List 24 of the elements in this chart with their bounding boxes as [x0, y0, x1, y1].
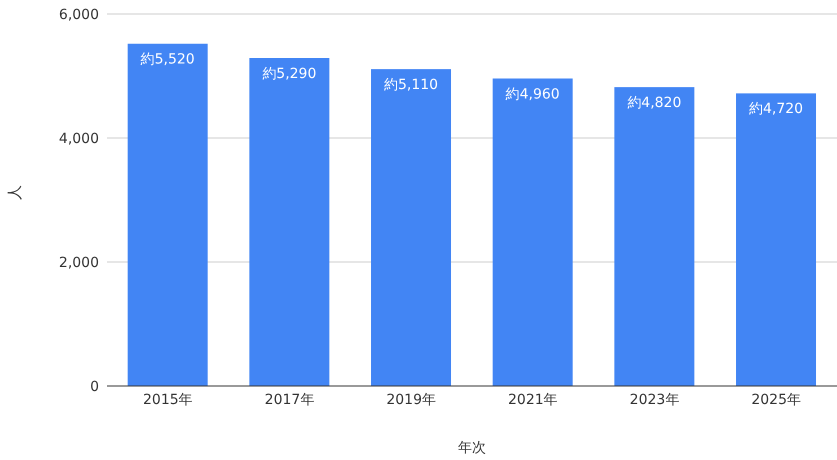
- data-label: 約5,290: [262, 66, 316, 82]
- y-tick-label: 0: [90, 378, 99, 395]
- bar: [249, 58, 330, 386]
- y-axis-title: 人: [5, 185, 24, 200]
- x-tick-label: 2021年: [508, 392, 558, 408]
- x-tick-label: 2019年: [386, 392, 436, 408]
- data-label: 約5,110: [384, 77, 438, 94]
- bar: [371, 69, 452, 386]
- bar: [614, 87, 694, 386]
- data-label: 約5,520: [140, 52, 195, 68]
- data-label: 約4,820: [627, 94, 682, 111]
- x-axis-title: 年次: [458, 440, 486, 456]
- x-tick-label: 2017年: [264, 392, 314, 408]
- y-tick-label: 4,000: [58, 130, 99, 147]
- x-tick-label: 2015年: [143, 392, 193, 408]
- y-tick-label: 6,000: [58, 6, 99, 23]
- y-tick-label: 2,000: [58, 254, 99, 271]
- bar: [736, 93, 816, 386]
- bar: [492, 78, 573, 386]
- bar: [128, 44, 208, 386]
- x-tick-label: 2023年: [630, 392, 680, 408]
- data-label: 約4,960: [506, 86, 560, 102]
- data-label: 約4,720: [748, 101, 804, 118]
- x-tick-label: 2025年: [751, 392, 801, 408]
